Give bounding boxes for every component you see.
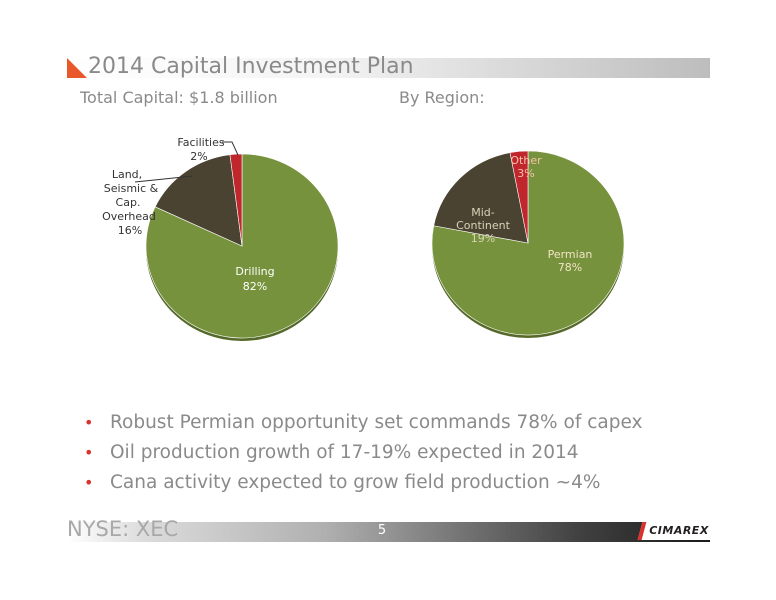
land-leader-line [134,175,194,183]
land-label-line2: Seismic & [104,182,159,195]
capital-pie-chart [145,153,339,341]
footer-ticker: NYSE: XEC [67,517,179,541]
region-pie-chart [431,150,625,338]
pie-slice-mid-continent [433,152,529,244]
cimarex-logo: CIMAREX [637,522,717,540]
capital-pie-labels: Drilling 82% Land, Seismic & Cap. Overhe… [102,136,274,293]
facilities-label: Facilities [177,136,224,149]
pie-slice-land-seismic-cap-overhead [154,154,243,247]
page-number: 5 [377,523,387,538]
permian-pct: 78% [558,261,582,274]
midcontinent-label-line1: Mid- [471,206,495,219]
total-capital-subtitle: Total Capital: $1.8 billion [80,88,278,107]
facilities-leader-line [222,141,239,156]
drilling-label: Drilling [235,265,274,278]
land-label-line4: Overhead [102,210,156,223]
bullet-item: • Cana activity expected to grow field pr… [84,468,704,498]
midcontinent-label-line2: Continent [456,219,510,232]
pie-charts: Drilling 82% Land, Seismic & Cap. Overhe… [102,136,625,341]
bullet-dot-icon: • [84,413,94,432]
title-accent-flag [67,58,87,78]
bullet-item: • Robust Permian opportunity set commands… [84,408,704,438]
permian-label: Permian [548,248,593,261]
bullet-list: • Robust Permian opportunity set commands… [84,408,704,498]
slide-title: 2014 Capital Investment Plan [88,54,414,79]
bullet-dot-icon: • [84,473,94,492]
by-region-subtitle: By Region: [399,88,485,107]
title-bar [67,58,710,78]
footer-bar [67,522,710,542]
land-label-line1: Land, [112,168,142,181]
bullet-dot-icon: • [84,443,94,462]
facilities-pct: 2% [190,150,207,163]
region-pie-labels: Other 3% Mid- Continent 19% Permian 78% [456,154,592,274]
land-pct: 16% [118,224,142,237]
other-label: Other [510,154,542,167]
midcontinent-pct: 19% [471,232,495,245]
drilling-pct: 82% [243,280,267,293]
pie-slice-facilities [229,153,243,247]
bullet-item: • Oil production growth of 17-19% expecte… [84,438,704,468]
land-label-line3: Cap. [116,196,141,209]
pie-slice-other [509,150,529,244]
pie-slice-permian [431,150,625,336]
other-pct: 3% [517,167,534,180]
